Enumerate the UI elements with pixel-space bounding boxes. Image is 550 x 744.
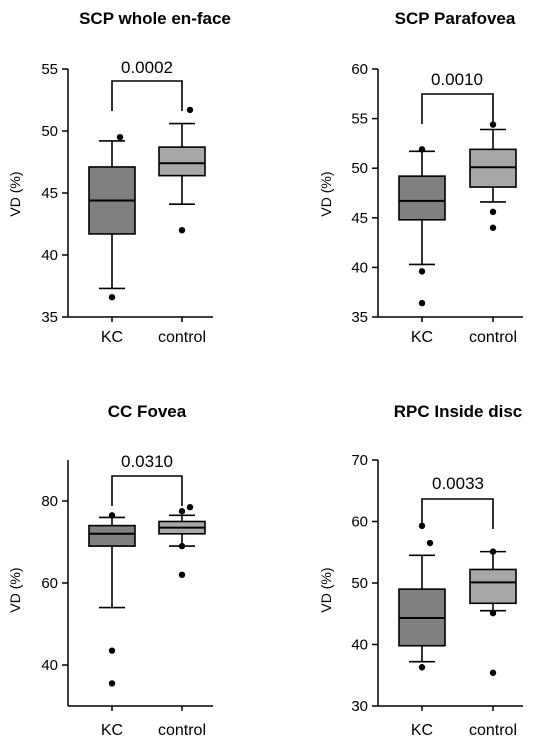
outlier-point bbox=[489, 208, 497, 216]
box-control bbox=[158, 106, 206, 234]
box-plot-3: 40 60 80 bbox=[41, 460, 213, 711]
outlier-point bbox=[426, 539, 434, 547]
y-axis-label: VD (%) bbox=[318, 171, 334, 216]
p-value-label: 0.0010 bbox=[431, 70, 483, 89]
y-tick-label: 40 bbox=[41, 657, 58, 674]
panel-cc-fovea: CC Fovea 0.0310 VD (%) KC control bbox=[7, 402, 206, 739]
panel-title: SCP Parafovea bbox=[395, 9, 516, 28]
y-tick-label: 30 bbox=[351, 698, 368, 715]
y-tick-label: 40 bbox=[351, 259, 368, 276]
significance-bracket bbox=[421, 93, 494, 124]
significance-bracket bbox=[111, 80, 183, 111]
category-label-kc: KC bbox=[411, 329, 433, 346]
category-label-control: control bbox=[469, 722, 517, 739]
box-control bbox=[158, 503, 206, 578]
y-tick-label: 40 bbox=[351, 637, 368, 654]
category-label-control: control bbox=[158, 329, 206, 346]
outlier-point bbox=[489, 609, 497, 617]
p-value-label: 0.0033 bbox=[432, 474, 484, 493]
p-value-label: 0.0310 bbox=[121, 452, 173, 471]
outlier-point bbox=[418, 664, 426, 671]
panel-scp-parafovea: SCP Parafovea 0.0010 VD (%) KC control bbox=[318, 9, 517, 346]
outlier-point bbox=[418, 268, 426, 275]
y-tick-label: 45 bbox=[351, 210, 368, 227]
box-plot-2: 35 40 45 50 55 60 bbox=[351, 61, 523, 326]
y-tick-label: 55 bbox=[351, 111, 368, 128]
outlier-point bbox=[178, 227, 186, 234]
box-kc bbox=[88, 134, 136, 301]
outlier-point bbox=[178, 571, 186, 578]
category-label-control: control bbox=[158, 722, 206, 739]
y-tick-label: 70 bbox=[351, 452, 368, 469]
outlier-point bbox=[418, 299, 426, 307]
outlier-point bbox=[489, 224, 497, 231]
box-plot-1: 35 40 45 50 55 bbox=[41, 61, 213, 326]
significance-bracket bbox=[111, 475, 183, 506]
y-tick-label: 50 bbox=[351, 575, 368, 592]
p-value-label: 0.0002 bbox=[121, 58, 173, 77]
box-kc bbox=[88, 512, 136, 687]
outlier-point bbox=[178, 508, 186, 515]
category-label-control: control bbox=[469, 329, 517, 346]
box-kc bbox=[398, 146, 446, 307]
box-iqr bbox=[88, 524, 136, 547]
outlier-point bbox=[108, 647, 116, 654]
y-axis-label: VD (%) bbox=[318, 567, 334, 612]
category-label-kc: KC bbox=[101, 329, 123, 346]
y-tick-label: 35 bbox=[41, 309, 58, 326]
outlier-point bbox=[108, 512, 116, 519]
outlier-point bbox=[186, 106, 194, 114]
outlier-point bbox=[489, 669, 497, 676]
panel-title: CC Fovea bbox=[108, 402, 187, 421]
box-iqr bbox=[469, 568, 517, 605]
panel-title: RPC Inside disc bbox=[394, 402, 522, 421]
y-tick-label: 60 bbox=[351, 61, 368, 78]
outlier-point bbox=[108, 680, 116, 687]
box-control bbox=[469, 548, 517, 676]
panel-scp-whole: SCP whole en-face 0.0002 VD (%) KC contr… bbox=[7, 9, 231, 346]
y-tick-label: 80 bbox=[41, 493, 58, 510]
panel-rpc-inside-disc: RPC Inside disc 0.0033 VD (%) KC control bbox=[318, 402, 522, 739]
y-axis-label: VD (%) bbox=[7, 567, 23, 612]
y-tick-label: 60 bbox=[351, 514, 368, 531]
outlier-point bbox=[489, 548, 497, 555]
box-kc bbox=[398, 522, 446, 671]
y-tick-label: 45 bbox=[41, 185, 58, 202]
y-tick-label: 50 bbox=[41, 123, 58, 140]
box-iqr bbox=[158, 146, 206, 177]
outlier-point bbox=[186, 503, 194, 511]
category-label-kc: KC bbox=[411, 722, 433, 739]
chart-marks: 35 40 45 50 55 35 40 45 50 55 60 40 60 80 30 40 50 60 70 bbox=[41, 61, 523, 715]
outlier-point bbox=[178, 542, 186, 550]
y-tick-label: 60 bbox=[41, 575, 58, 592]
y-axis-label: VD (%) bbox=[7, 171, 23, 216]
y-tick-label: 50 bbox=[351, 160, 368, 177]
box-iqr bbox=[398, 175, 446, 221]
panel-title: SCP whole en-face bbox=[79, 9, 231, 28]
outlier-point bbox=[116, 134, 124, 141]
box-plot-4: 30 40 50 60 70 bbox=[351, 452, 523, 715]
outlier-point bbox=[418, 146, 426, 153]
outlier-point bbox=[108, 293, 116, 301]
y-tick-label: 35 bbox=[351, 309, 368, 326]
significance-bracket bbox=[421, 498, 494, 529]
outlier-point bbox=[489, 121, 497, 128]
category-label-kc: KC bbox=[101, 722, 123, 739]
y-tick-label: 55 bbox=[41, 61, 58, 78]
y-tick-label: 40 bbox=[41, 247, 58, 264]
box-control bbox=[469, 121, 517, 231]
